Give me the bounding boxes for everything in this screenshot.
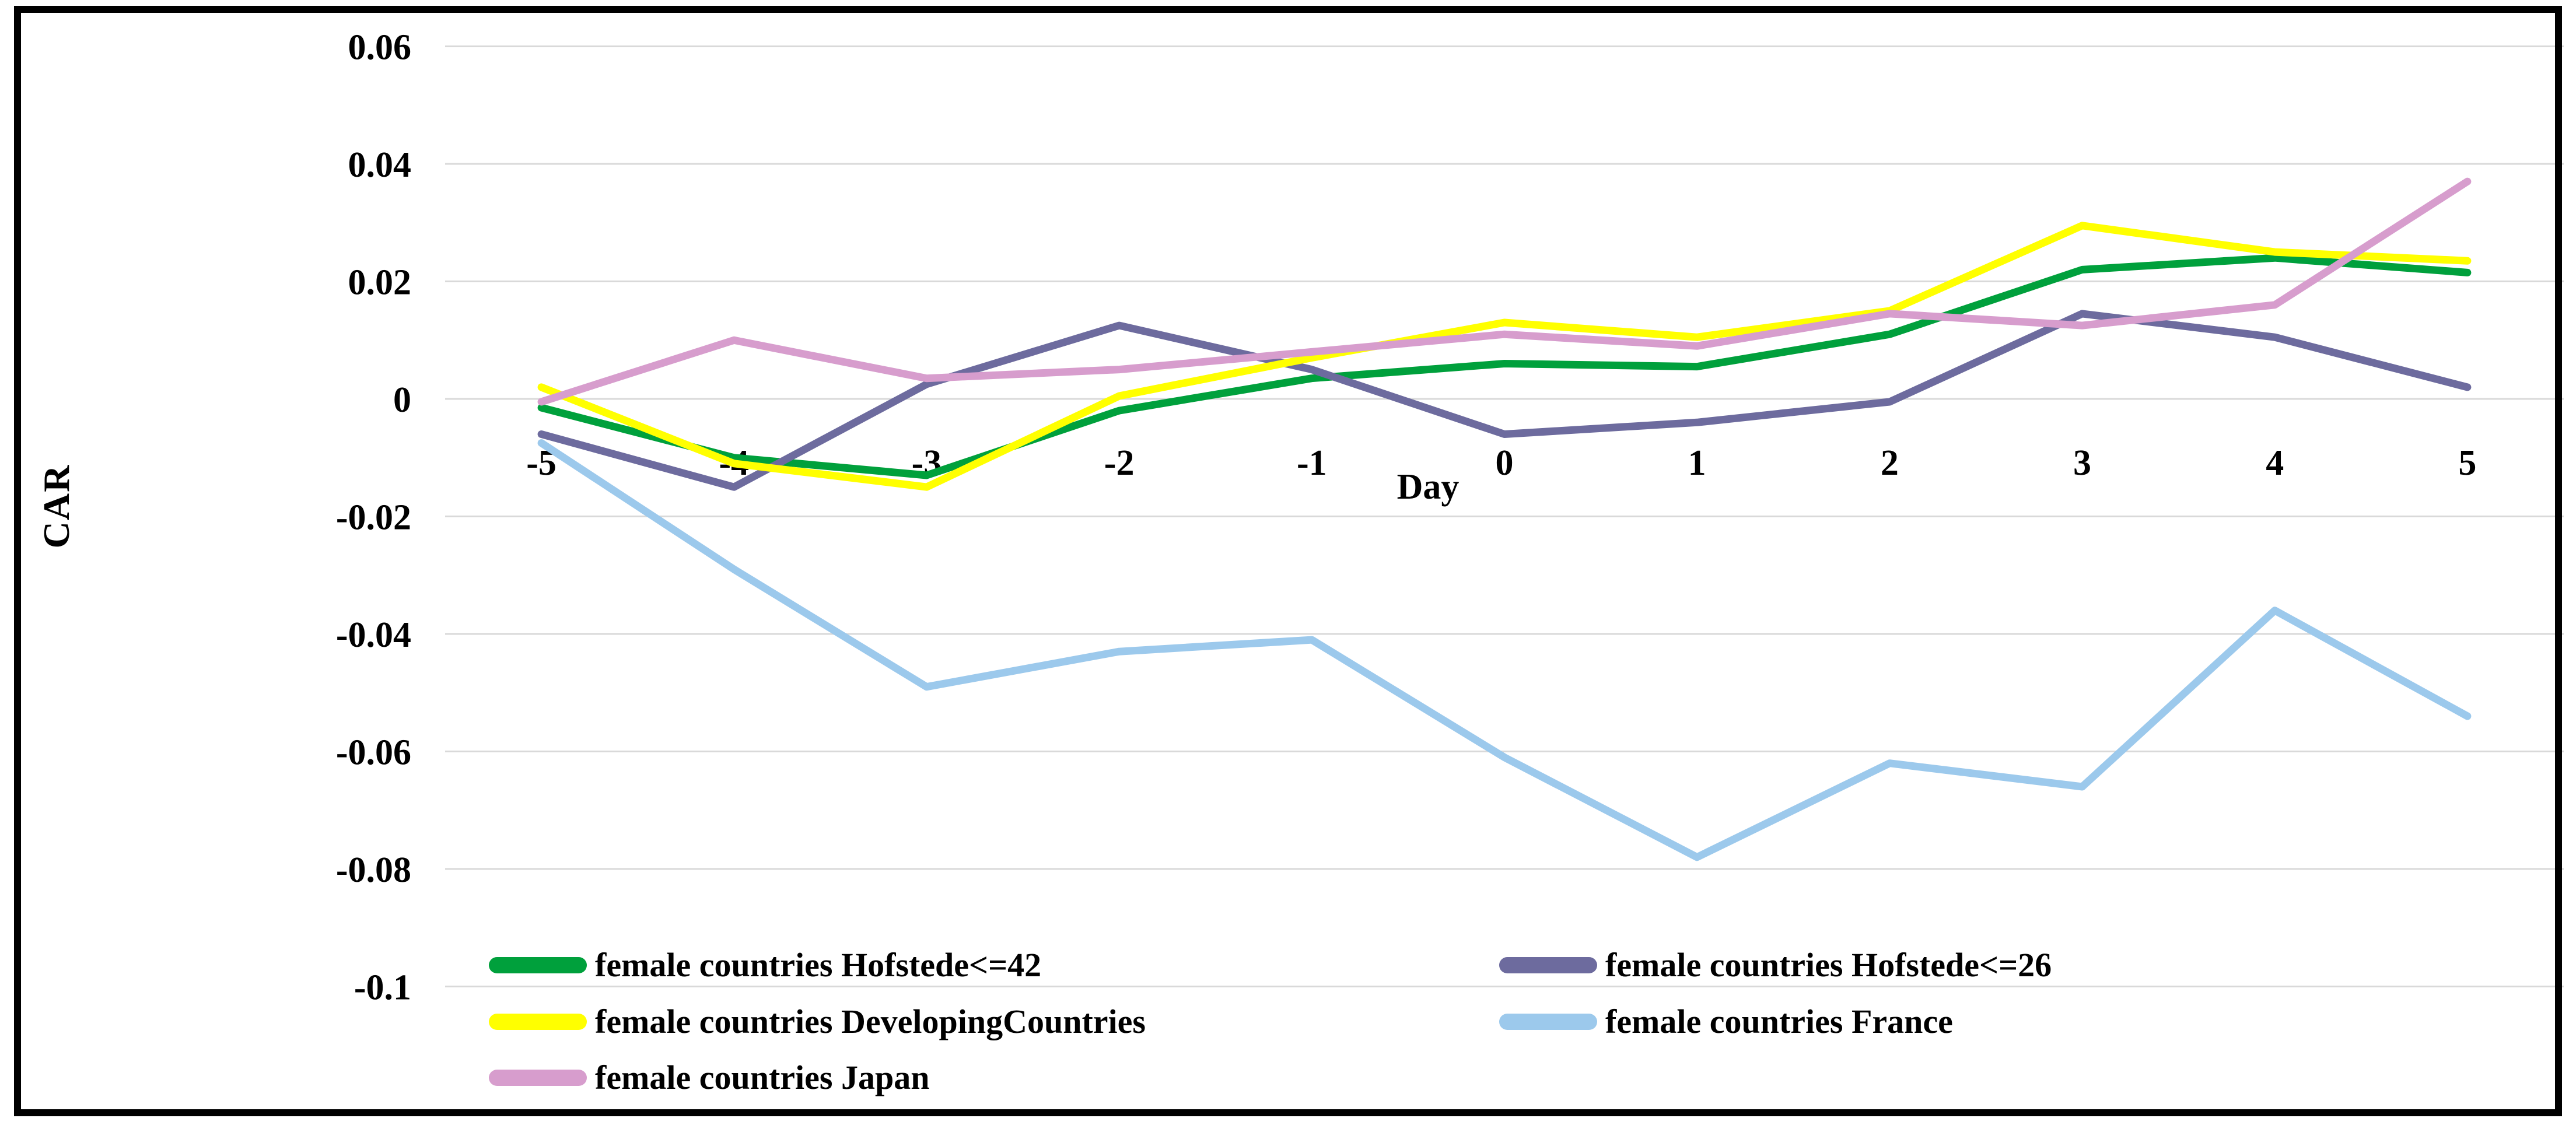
x-tick-label: -2 bbox=[1104, 443, 1135, 483]
y-tick-label: 0.06 bbox=[348, 28, 412, 68]
y-tick-label: -0.02 bbox=[336, 498, 411, 538]
series-line-2 bbox=[537, 222, 2472, 491]
gridlines-group bbox=[445, 45, 2564, 987]
y-tick-label: -0.08 bbox=[336, 850, 411, 890]
y-axis-title: CAR bbox=[36, 464, 77, 549]
x-tick-label: 5 bbox=[2458, 443, 2476, 483]
x-tick-label: 0 bbox=[1496, 443, 1514, 483]
y-tick-label: -0.04 bbox=[336, 615, 411, 655]
y-tick-label: -0.1 bbox=[354, 968, 411, 1008]
x-tick-label: 4 bbox=[2266, 443, 2284, 483]
y-tick-label: 0.04 bbox=[348, 145, 412, 185]
y-tick-label: -0.06 bbox=[336, 733, 411, 773]
series-lines-group bbox=[537, 177, 2472, 861]
y-axis-tick-labels: 0.06 0.04 0.02 0 -0.02 -0.04 -0.06 -0.08 -0.1 bbox=[336, 28, 411, 1008]
x-tick-label: 1 bbox=[1688, 443, 1706, 483]
x-axis-title: Day bbox=[1397, 467, 1460, 507]
series-line-0 bbox=[537, 254, 2472, 479]
series-line-4 bbox=[537, 177, 2472, 406]
y-tick-label: 0.02 bbox=[348, 263, 412, 303]
x-tick-label: 3 bbox=[2073, 443, 2091, 483]
x-tick-label: -1 bbox=[1297, 443, 1327, 483]
x-tick-label: 2 bbox=[1881, 443, 1899, 483]
y-tick-label: 0 bbox=[393, 380, 411, 420]
series-line-3 bbox=[537, 439, 2472, 861]
